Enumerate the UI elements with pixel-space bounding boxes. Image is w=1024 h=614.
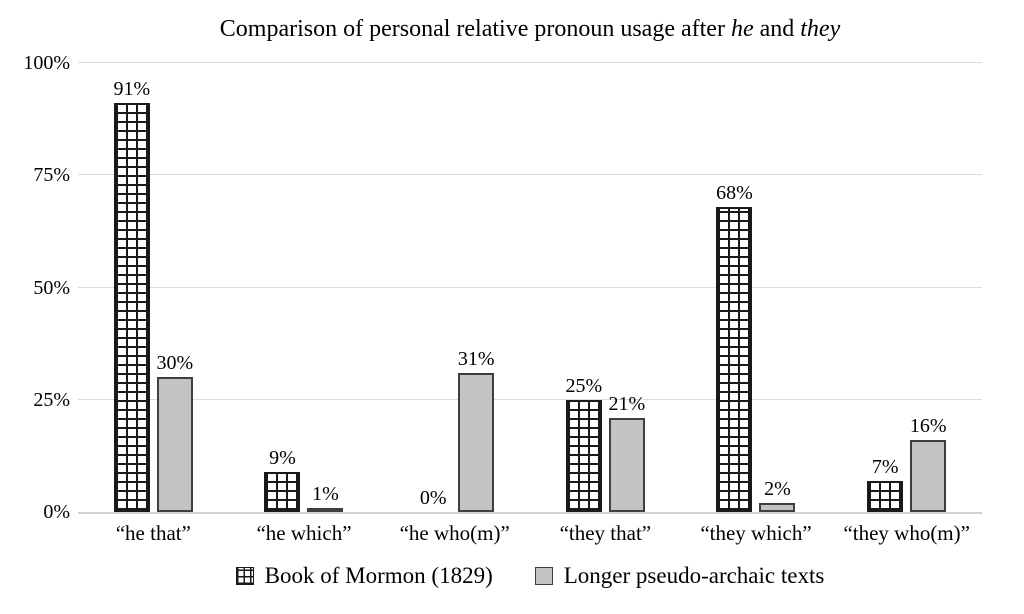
- bar-group: 7% 16%: [831, 63, 982, 512]
- plot-area: 91% 30% 9% 1% 0% 31% 25% 21% 68% 2% 7% 16%: [78, 62, 982, 514]
- legend-marker-crosshatch-icon: [235, 567, 254, 585]
- bar-slot: 91%: [114, 78, 150, 512]
- bar-slot: 0%: [415, 487, 451, 512]
- legend: Book of Mormon (1829) Longer pseudo-arch…: [78, 558, 982, 594]
- bar-slot: 30%: [157, 352, 193, 512]
- category-label: “he which”: [256, 521, 352, 545]
- bar: [759, 503, 796, 512]
- chart-title: Comparison of personal relative pronoun …: [78, 14, 982, 44]
- legend-item-book-of-mormon: Book of Mormon (1829): [235, 563, 493, 589]
- category-label: “they who(m)”: [843, 521, 970, 545]
- y-axis-tick-label: 100%: [23, 52, 70, 74]
- y-axis-tick-label: 75%: [33, 164, 70, 187]
- legend-label: Book of Mormon (1829): [264, 563, 493, 588]
- bar-value-label: 16%: [909, 415, 947, 437]
- bar-slot: 21%: [609, 393, 645, 512]
- bar-value-label: 68%: [716, 182, 753, 204]
- category-label: “he that”: [115, 521, 191, 545]
- bar-value-label: 0%: [419, 487, 447, 509]
- bar-group: 91% 30%: [78, 63, 229, 512]
- category-label: “they which”: [700, 521, 812, 545]
- bar-value-label: 2%: [764, 478, 791, 500]
- bar-slot: 9%: [264, 447, 301, 512]
- bar-group: 68% 2%: [681, 63, 832, 512]
- bar-group: 25% 21%: [530, 63, 681, 512]
- bar: [307, 508, 344, 512]
- bar-value-label: 30%: [156, 352, 194, 374]
- y-axis: 0% 25% 50% 75% 100%: [0, 53, 70, 522]
- bar-group: 0% 31%: [379, 63, 530, 512]
- bar-value-label: 25%: [565, 375, 603, 397]
- bar-slot: 1%: [307, 483, 344, 512]
- y-axis-tick-label: 50%: [33, 276, 70, 299]
- bar-slot: 25%: [566, 375, 602, 512]
- category-label: “he who(m)”: [399, 521, 510, 545]
- bar-slot: 31%: [457, 348, 495, 512]
- bar: [156, 377, 193, 512]
- bar: [716, 207, 753, 512]
- gridline: [78, 398, 982, 400]
- bar-value-label: 1%: [312, 483, 339, 505]
- bar: [113, 103, 150, 512]
- bar-slot: 7%: [867, 456, 904, 512]
- y-axis-tick-label: 25%: [33, 388, 70, 411]
- gridline: [78, 174, 982, 176]
- legend-label: Longer pseudo-archaic texts: [563, 563, 825, 588]
- legend-item-pseudo-archaic: Longer pseudo-archaic texts: [534, 563, 825, 589]
- chart-title-text: and: [753, 16, 801, 42]
- chart-title-italic-they: they: [800, 16, 841, 42]
- category-label: “they that”: [559, 521, 652, 545]
- x-axis-category-labels: “he that” “he which” “he who(m)” “they that…: [78, 520, 982, 546]
- bar: [565, 400, 602, 512]
- bar-value-label: 9%: [269, 447, 296, 469]
- bar-group: 9% 1%: [229, 63, 380, 512]
- chart-title-italic-he: he: [730, 16, 754, 42]
- y-axis-tick-label: 0%: [43, 501, 70, 523]
- bar-value-label: 91%: [113, 78, 151, 100]
- gridline: [78, 62, 982, 63]
- bar: [867, 481, 904, 512]
- chart-title-text: Comparison of personal relative pronoun …: [219, 16, 731, 42]
- bar-slot: 2%: [759, 478, 796, 512]
- bar-slot: 68%: [716, 182, 753, 512]
- bar: [608, 418, 645, 512]
- bar: [458, 373, 495, 512]
- legend-marker-gray-icon: [534, 567, 553, 585]
- bar-value-label: 31%: [457, 348, 495, 370]
- bar: [910, 440, 947, 512]
- gridline: [78, 286, 982, 288]
- bar-value-label: 7%: [871, 456, 899, 478]
- bar-value-label: 21%: [608, 393, 646, 415]
- bar: [264, 472, 301, 512]
- bar-slot: 16%: [909, 415, 947, 512]
